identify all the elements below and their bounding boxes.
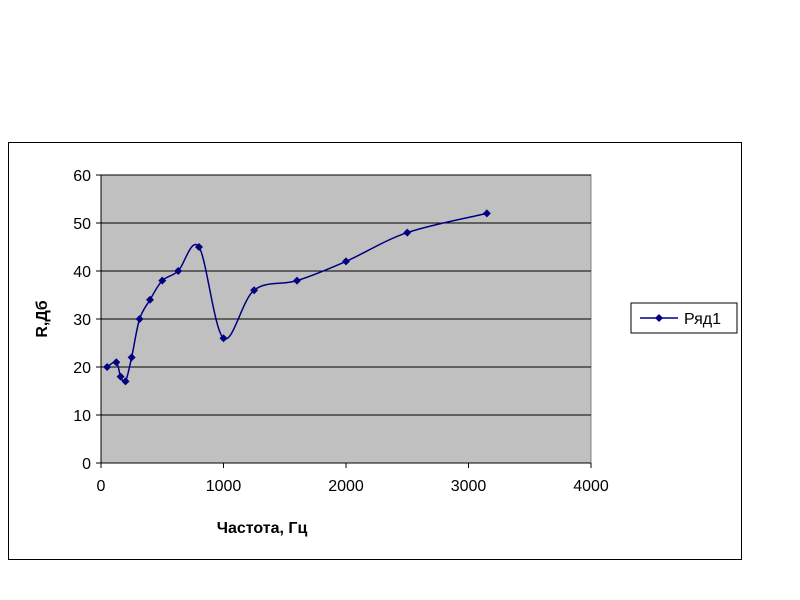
series-layer [103, 209, 491, 386]
x-tick-label: 4000 [573, 478, 609, 495]
data-point [342, 257, 350, 266]
chart-frame: 0 10 20 30 40 50 60 0 1000 2000 3000 4000 R,Дб Част… [8, 142, 742, 560]
data-point [482, 209, 491, 218]
y-tick-label: 0 [82, 456, 91, 473]
y-tick-label: 10 [73, 408, 91, 425]
data-point [403, 228, 412, 237]
data-point [219, 334, 228, 343]
y-tick-label: 50 [73, 216, 91, 233]
y-tick-label: 60 [73, 168, 91, 185]
y-tick-label: 40 [73, 264, 91, 281]
chart-svg: 0 10 20 30 40 50 60 0 1000 2000 3000 4000 R,Дб Част… [34, 168, 738, 537]
data-point [127, 353, 136, 362]
legend: Ряд1 [630, 302, 738, 334]
data-point [250, 286, 259, 295]
x-tick-label: 0 [97, 478, 106, 495]
legend-diamond-marker [655, 314, 663, 322]
x-tick-label: 3000 [451, 478, 487, 495]
data-point [135, 315, 144, 323]
x-tick-label: 1000 [206, 478, 242, 495]
data-point [116, 372, 125, 381]
data-point [112, 358, 121, 367]
y-tick-label: 20 [73, 360, 91, 377]
data-point [293, 276, 301, 285]
legend-label: Ряд1 [684, 311, 721, 328]
y-axis-title: R,Дб [34, 300, 51, 337]
gridlines [101, 174, 591, 416]
data-point [146, 295, 154, 304]
data-point [158, 276, 167, 285]
x-axis-title: Частота, Гц [217, 520, 308, 537]
data-point [103, 363, 112, 371]
data-point [121, 377, 130, 386]
y-tick-label: 30 [73, 312, 91, 329]
axes: 0 10 20 30 40 50 60 0 1000 2000 3000 4000 [73, 168, 609, 495]
data-point [174, 267, 183, 275]
x-tick-label: 2000 [328, 478, 364, 495]
data-point [195, 243, 203, 251]
